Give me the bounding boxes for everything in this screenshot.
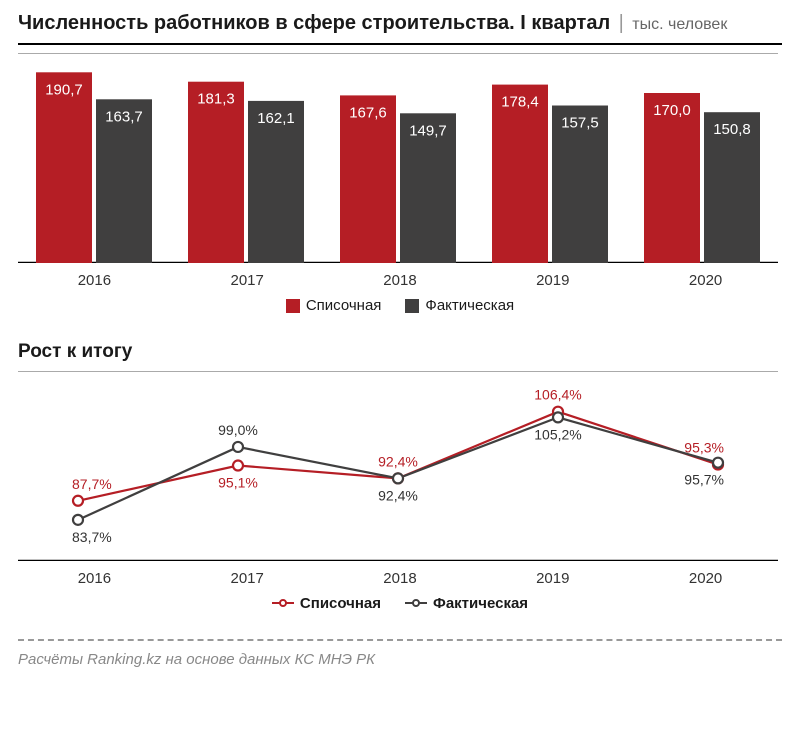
line-legend-item: Фактическая [405,595,528,612]
bar-chart-legend: Списочная Фактическая [18,297,782,317]
chart-title-row: Численность работников в сфере строитель… [18,12,782,45]
bar-x-label: 2020 [629,272,782,289]
svg-text:83,7%: 83,7% [72,528,112,544]
legend-line-swatch [272,597,294,609]
svg-text:95,3%: 95,3% [684,439,724,455]
footer-divider: Расчёты Ranking.kz на основе данных КС М… [18,639,782,668]
svg-text:178,4: 178,4 [501,94,539,111]
bar-chart-x-axis: 20162017201820192020 [18,272,782,289]
bar-legend-item: Списочная [286,297,382,314]
svg-text:157,5: 157,5 [561,115,599,132]
line-legend-item: Списочная [272,595,381,612]
line-chart: 87,7% 95,1% 92,4% 106,4% 95,3% 83,7% 99,0% 92,4… [18,371,782,614]
svg-text:163,7: 163,7 [105,108,143,125]
legend-line-swatch [405,597,427,609]
bar-x-label: 2017 [171,272,324,289]
line-x-label: 2018 [324,570,477,587]
legend-label: Фактическая [433,595,528,612]
bar-chart-svg: 190,7 163,7 181,3 162,1 167,6 149,7 178,4 157,5… [18,53,778,263]
svg-text:95,1%: 95,1% [218,474,258,490]
bar-x-label: 2018 [324,272,477,289]
svg-text:105,2%: 105,2% [534,426,581,442]
svg-text:190,7: 190,7 [45,81,83,98]
svg-text:95,7%: 95,7% [684,471,724,487]
bar-chart: 190,7 163,7 181,3 162,1 167,6 149,7 178,4 157,5… [18,53,782,317]
growth-section-title: Рост к итогу [18,341,782,363]
svg-text:149,7: 149,7 [409,122,447,139]
legend-label: Списочная [300,595,381,612]
legend-label: Фактическая [425,297,514,314]
line-x-label: 2019 [476,570,629,587]
line-chart-legend: Списочная Фактическая [18,595,782,614]
line-chart-x-axis: 20162017201820192020 [18,570,782,587]
svg-text:92,4%: 92,4% [378,487,418,503]
footer-source: Расчёты Ranking.kz на основе данных КС М… [18,651,782,668]
svg-text:167,6: 167,6 [349,104,387,121]
svg-text:162,1: 162,1 [257,110,295,127]
line-x-label: 2020 [629,570,782,587]
legend-swatch [405,299,419,313]
svg-text:99,0%: 99,0% [218,421,258,437]
svg-text:150,8: 150,8 [713,121,751,138]
svg-text:170,0: 170,0 [653,102,691,119]
chart-title: Численность работников в сфере строитель… [18,12,610,34]
line-chart-svg: 87,7% 95,1% 92,4% 106,4% 95,3% 83,7% 99,0% 92,4… [18,371,778,561]
bar-x-label: 2019 [476,272,629,289]
svg-text:181,3: 181,3 [197,91,235,108]
svg-text:92,4%: 92,4% [378,453,418,469]
line-x-label: 2017 [171,570,324,587]
chart-unit: тыс. человек [632,16,727,33]
bar-legend-item: Фактическая [405,297,514,314]
bar-x-label: 2016 [18,272,171,289]
line-x-label: 2016 [18,570,171,587]
legend-swatch [286,299,300,313]
legend-label: Списочная [306,297,382,314]
svg-text:106,4%: 106,4% [534,386,581,402]
title-separator: | [619,12,624,34]
svg-text:87,7%: 87,7% [72,475,112,491]
